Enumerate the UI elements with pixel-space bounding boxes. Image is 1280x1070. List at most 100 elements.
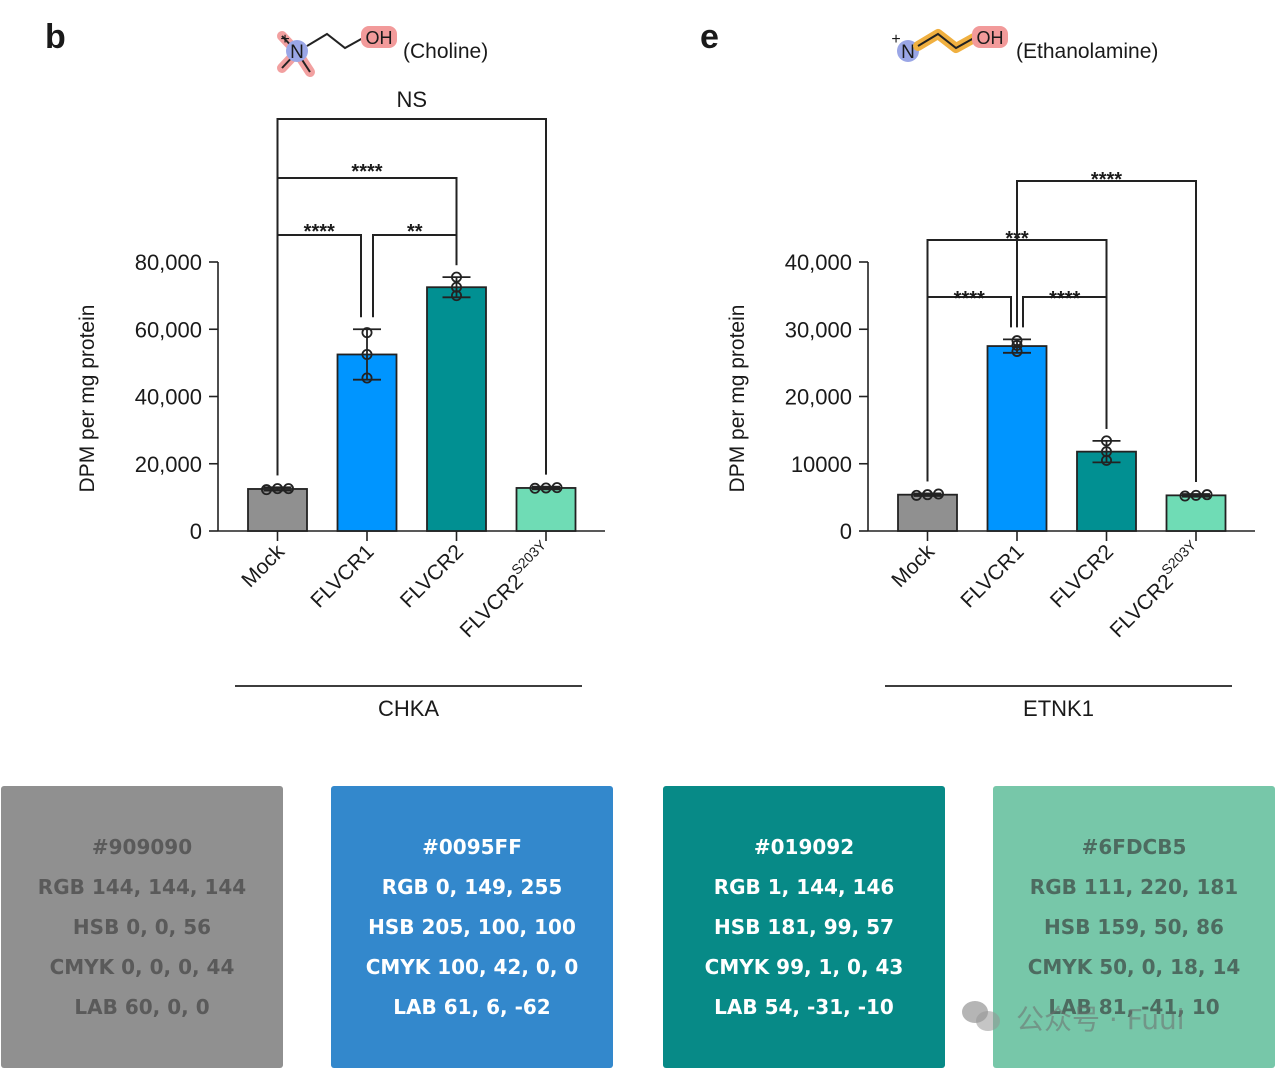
significance-label: **** xyxy=(1091,169,1122,191)
bar-flvcr2-2 xyxy=(1076,450,1137,532)
swatch-lab: LAB 81, -41, 10 xyxy=(1048,995,1220,1019)
data-point xyxy=(282,483,294,495)
data-point xyxy=(1011,345,1023,357)
significance-label: **** xyxy=(1049,288,1080,310)
x-tick-label: Mock xyxy=(237,540,289,592)
swatch-hsb: HSB 205, 100, 100 xyxy=(368,915,576,939)
data-point xyxy=(540,482,552,494)
data-point xyxy=(1011,335,1023,347)
data-point xyxy=(551,482,563,494)
bar-flvcr1-1 xyxy=(336,353,398,532)
charge-label: + xyxy=(280,31,289,48)
significance-label: ** xyxy=(407,221,423,243)
swatch-cmyk: CMYK 99, 1, 0, 43 xyxy=(704,955,904,979)
bar-flvcr2-3 xyxy=(1165,494,1227,532)
y-tick-label: 10000 xyxy=(791,452,852,477)
x-tick-label: Mock xyxy=(887,540,939,592)
x-tick-label: FLVCR2S203Y xyxy=(452,536,558,642)
x-tick-label: FLVCR1 xyxy=(956,540,1028,612)
charge-label: + xyxy=(891,31,900,48)
hydroxyl-highlight xyxy=(972,26,1008,48)
significance-label: **** xyxy=(351,161,382,183)
y-tick-label: 80,000 xyxy=(135,250,202,275)
data-point xyxy=(933,488,945,500)
swatch-cmyk: CMYK 100, 42, 0, 0 xyxy=(365,955,579,979)
swatch-cmyk: CMYK 50, 0, 18, 14 xyxy=(1027,955,1241,979)
y-tick-label: 60,000 xyxy=(135,317,202,342)
x-tick-label: FLVCR2S203Y xyxy=(1102,536,1208,642)
watermark-text: 公众号 · Fuul xyxy=(1016,1003,1185,1036)
x-tick-label: FLVCR2 xyxy=(1046,540,1118,612)
x-tick-label: FLVCR1 xyxy=(306,540,378,612)
data-point xyxy=(450,271,462,283)
x-tick-label: FLVCR2 xyxy=(396,540,468,612)
bar-flvcr2-3 xyxy=(515,487,577,532)
panel-b: b N+ OH (Choline) 0 20,000 40,000 60,000 80,000 D… xyxy=(45,18,605,721)
molecule-name: (Ethanolamine) xyxy=(1016,40,1158,63)
swatch-hex: #909090 xyxy=(91,835,193,859)
data-point xyxy=(529,482,541,494)
y-tick-label: 40,000 xyxy=(135,385,202,410)
bar-flvcr2-2 xyxy=(426,286,487,532)
data-point xyxy=(361,348,373,360)
y-tick-label: 0 xyxy=(190,519,202,544)
swatch-hsb: HSB 159, 50, 86 xyxy=(1044,915,1224,939)
nitrogen-highlight xyxy=(286,40,308,62)
swatch-hex: #0095FF xyxy=(422,835,522,859)
data-point xyxy=(1011,339,1023,351)
data-point xyxy=(922,489,934,501)
carbon-chain xyxy=(306,32,364,50)
swatch-rgb: RGB 0, 149, 255 xyxy=(381,875,563,899)
data-point xyxy=(1201,489,1213,501)
molecule-name: (Choline) xyxy=(403,40,488,63)
nitrogen-label: N xyxy=(290,42,304,63)
significance-bracket xyxy=(276,118,547,476)
y-axis-label: DPM per mg protein xyxy=(726,305,749,493)
data-point xyxy=(361,372,373,384)
swatch-hsb: HSB 181, 99, 57 xyxy=(714,915,894,939)
data-point xyxy=(361,327,373,339)
swatch-lab: LAB 54, -31, -10 xyxy=(714,995,894,1019)
swatch-rgb: RGB 144, 144, 144 xyxy=(37,875,247,899)
data-point xyxy=(260,484,272,496)
panel-letter: e xyxy=(700,18,719,56)
swatch-0: #909090 RGB 144, 144, 144 HSB 0, 0, 56 CMYK… xyxy=(1,786,283,1068)
wechat-icon xyxy=(962,1001,1002,1035)
significance-bracket xyxy=(1016,180,1197,483)
y-tick-label: 20,000 xyxy=(135,452,202,477)
molecule-structure: N+ OH xyxy=(891,26,1008,63)
swatch-hex: #019092 xyxy=(753,835,855,859)
hydroxyl-label: OH xyxy=(366,28,393,48)
y-tick-label: 40,000 xyxy=(785,250,852,275)
swatch-cmyk: CMYK 0, 0, 0, 44 xyxy=(49,955,235,979)
swatch-rgb: RGB 1, 144, 146 xyxy=(713,875,895,899)
swatch-3: #6FDCB5 RGB 111, 220, 181 HSB 159, 50, 86 C… xyxy=(993,786,1275,1068)
y-tick-label: 30,000 xyxy=(785,317,852,342)
swatch-lab: LAB 60, 0, 0 xyxy=(74,995,210,1019)
y-tick-label: 20,000 xyxy=(785,385,852,410)
data-point xyxy=(1101,446,1113,458)
significance-label: NS xyxy=(396,87,427,112)
swatch-rgb: RGB 111, 220, 181 xyxy=(1029,875,1239,899)
molecule-structure: N+ OH xyxy=(277,26,397,77)
nitrogen-label: N xyxy=(901,42,915,63)
swatch-2: #019092 RGB 1, 144, 146 HSB 181, 99, 57 CMY… xyxy=(663,786,945,1068)
swatch-hex: #6FDCB5 xyxy=(1081,835,1187,859)
swatch-hsb: HSB 0, 0, 56 xyxy=(72,915,212,939)
group-label: CHKA xyxy=(378,696,439,721)
data-point xyxy=(271,483,283,495)
figure: b N+ OH(Choline)020,00040,00060,00080,000D… xyxy=(45,18,1255,721)
hydroxyl-label: OH xyxy=(977,28,1004,48)
data-point xyxy=(1190,489,1202,501)
carbon-chain xyxy=(917,32,975,50)
panel-letter: b xyxy=(45,18,66,56)
panel-e: e N+ OH (Ethanolamine) 0 10000 20,000 30,000 40,… xyxy=(700,18,1255,721)
data-point xyxy=(911,489,923,501)
watermark: 公众号 · Fuul xyxy=(962,996,1185,1040)
data-point xyxy=(1179,490,1191,502)
hydroxyl-highlight xyxy=(361,26,397,48)
y-tick-label: 0 xyxy=(840,519,852,544)
swatch-1: #0095FF RGB 0, 149, 255 HSB 205, 100, 100 C… xyxy=(331,786,613,1068)
group-label: ETNK1 xyxy=(1023,696,1094,721)
data-point xyxy=(1101,435,1113,447)
